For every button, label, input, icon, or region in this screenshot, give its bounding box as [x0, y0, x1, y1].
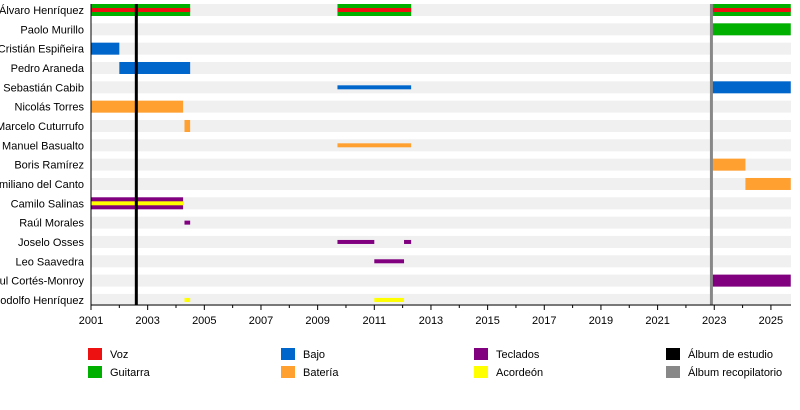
x-tick-label: 2013	[419, 315, 443, 327]
legend-swatch-recopilatorio	[666, 366, 680, 378]
row-background	[91, 197, 791, 210]
legend-swatch-teclados	[474, 348, 488, 360]
legend-label-guitarra: Guitarra	[110, 367, 151, 379]
legend-label-bateria: Batería	[303, 367, 339, 379]
member-label: Maximiliano del Canto	[0, 179, 84, 191]
member-label: Rodolfo Henríquez	[0, 295, 84, 307]
x-tick-label: 2005	[192, 315, 216, 327]
legend-swatch-acordeon	[474, 366, 488, 378]
member-label: Raul Cortés-Monroy	[0, 276, 84, 288]
member-label: Leo Saavedra	[16, 256, 85, 268]
row-background	[91, 158, 791, 171]
row-background	[91, 4, 791, 16]
row-background	[91, 61, 791, 74]
legend-swatch-guitarra	[88, 366, 102, 378]
segment-bajo	[711, 81, 791, 94]
row-background	[91, 119, 791, 132]
segment-teclados	[404, 239, 412, 244]
member-label: Camilo Salinas	[11, 198, 85, 210]
segment-bateria	[711, 158, 746, 171]
member-label: Álvaro Henríquez	[0, 4, 84, 17]
row-background	[91, 274, 791, 287]
x-tick-label: 2007	[249, 315, 273, 327]
legend-label-estudio: Álbum de estudio	[688, 348, 773, 361]
segment-bajo	[119, 61, 191, 74]
x-tick-label: 2025	[759, 315, 783, 327]
member-label: Sebastián Cabib	[3, 82, 84, 94]
row-background	[91, 255, 791, 268]
row-background	[91, 177, 791, 190]
segment-bajo	[91, 42, 120, 55]
legend-label-bajo: Bajo	[303, 349, 325, 361]
legend-label-teclados: Teclados	[496, 349, 540, 361]
x-tick-label: 2017	[532, 315, 556, 327]
row-background	[91, 235, 791, 248]
segment-acordeon	[184, 297, 191, 302]
legend-swatch-bajo	[281, 348, 295, 360]
legend-label-acordeon: Acordeón	[496, 367, 543, 379]
row-background	[91, 42, 791, 55]
member-label: Marcelo Cuturrufo	[0, 121, 84, 133]
row-background	[91, 100, 791, 113]
segment-guitarra	[711, 23, 791, 36]
x-tick-label: 2023	[702, 315, 726, 327]
legend-swatch-bateria	[281, 366, 295, 378]
member-label: Nicolás Torres	[15, 102, 85, 114]
legend-label-recopilatorio: Álbum recopilatorio	[688, 366, 782, 379]
x-tick-label: 2001	[79, 315, 103, 327]
segment-bateria	[745, 177, 791, 190]
member-label: Paolo Murillo	[20, 24, 84, 36]
segment-teclados	[184, 220, 191, 225]
segment-voz	[711, 8, 791, 12]
row-background	[91, 23, 791, 36]
row-background	[91, 81, 791, 94]
segment-teclados	[711, 274, 791, 287]
row-background	[91, 216, 791, 229]
segment-acordeon	[374, 297, 405, 302]
segment-teclados	[337, 239, 375, 244]
x-tick-label: 2019	[589, 315, 613, 327]
member-label: Boris Ramírez	[14, 160, 84, 172]
x-tick-label: 2021	[645, 315, 669, 327]
x-tick-label: 2011	[362, 315, 386, 327]
legend-label-voz: Voz	[110, 349, 128, 361]
segment-bajo	[337, 85, 412, 90]
row-background	[91, 293, 791, 306]
x-tick-label: 2009	[305, 315, 329, 327]
row-background	[91, 139, 791, 152]
x-tick-label: 2015	[475, 315, 499, 327]
member-label: Joselo Osses	[18, 237, 85, 249]
segment-voz	[337, 8, 412, 12]
segment-bateria	[337, 143, 412, 148]
segment-bateria	[184, 119, 191, 132]
segment-voz	[91, 8, 191, 12]
segment-teclados	[374, 259, 405, 264]
member-label: Manuel Basualto	[2, 140, 84, 152]
legend-swatch-estudio	[666, 348, 680, 360]
legend-swatch-voz	[88, 348, 102, 360]
member-label: Raúl Morales	[19, 218, 84, 230]
x-tick-label: 2003	[135, 315, 159, 327]
member-label: Pedro Araneda	[11, 63, 85, 75]
member-label: Cristián Espiñeira	[0, 44, 85, 56]
